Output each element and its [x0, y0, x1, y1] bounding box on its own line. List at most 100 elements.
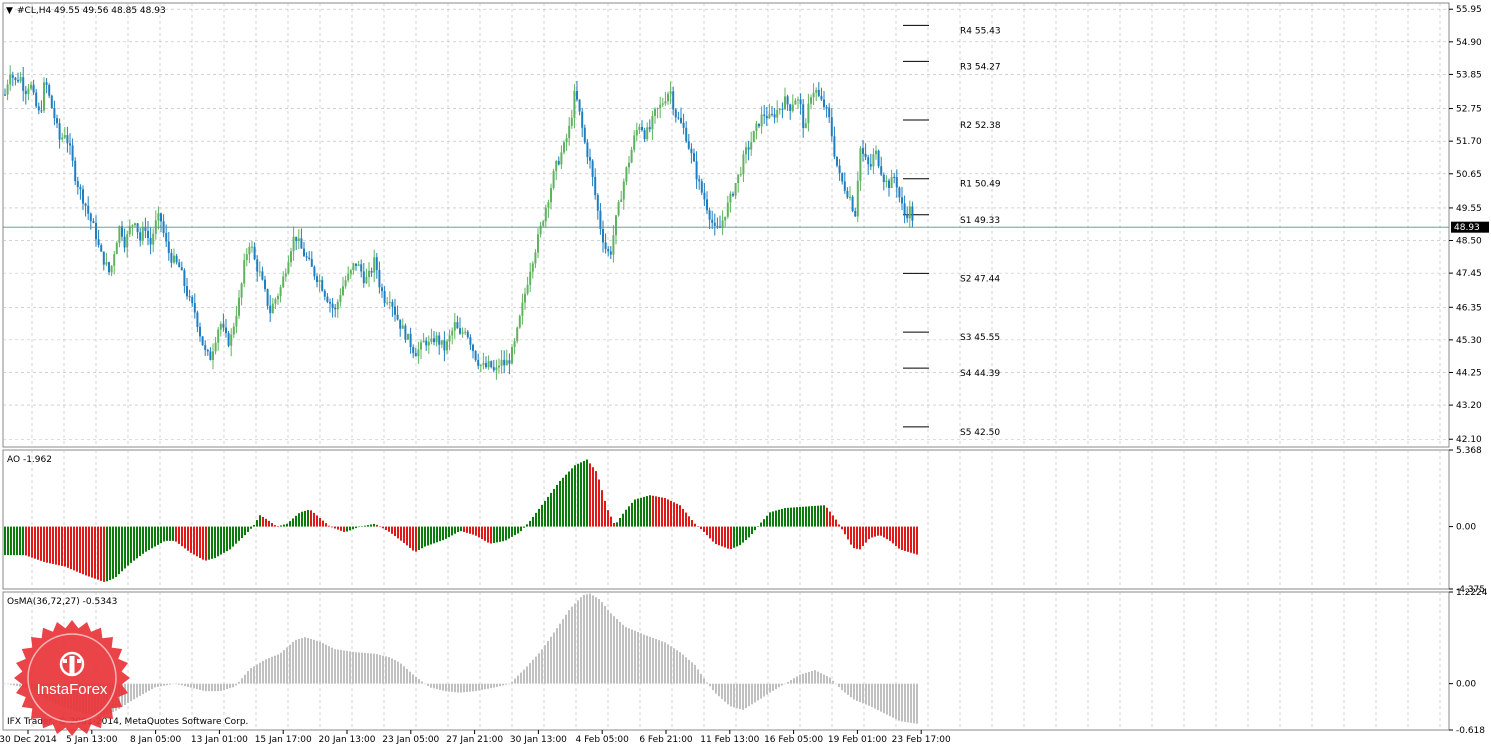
- osma-bar: [403, 666, 405, 684]
- candle-body: [716, 225, 719, 227]
- osma-bar: [745, 683, 747, 709]
- osma-bar: [733, 683, 735, 708]
- osma-bar: [478, 683, 480, 691]
- osma-bar: [736, 683, 738, 709]
- ao-panel: [2, 449, 1450, 590]
- candle-body: [760, 114, 763, 127]
- candle-body: [165, 232, 168, 242]
- candle-body: [505, 360, 508, 366]
- candle-body: [248, 246, 251, 255]
- osma-bar: [415, 676, 417, 684]
- pivot-levels: R4 55.43 R3 54.27 R2 52.38 R1 50.49 S1 49.33…: [903, 24, 1001, 438]
- osma-bar: [154, 683, 156, 688]
- ao-bar: [61, 526, 63, 566]
- candle-body: [781, 108, 784, 110]
- osma-bar: [769, 683, 771, 693]
- ao-bar: [850, 526, 852, 545]
- candle-body: [680, 117, 682, 123]
- candle-body: [290, 251, 292, 263]
- ao-bar: [574, 465, 576, 527]
- candle-body: [578, 99, 581, 112]
- candle-body: [425, 340, 428, 346]
- ao-bar: [733, 526, 735, 548]
- ao-bar: [202, 526, 204, 560]
- osma-bar: [568, 610, 570, 684]
- ao-bar: [436, 526, 438, 543]
- osma-bar: [778, 683, 780, 688]
- x-tick-label: 16 Feb 05:00: [764, 735, 823, 745]
- ao-bar: [124, 526, 126, 569]
- candle-body: [370, 270, 373, 273]
- osma-bar: [334, 649, 336, 684]
- ao-bar: [853, 526, 855, 549]
- ao-bar: [799, 506, 801, 527]
- ao-bar: [73, 526, 75, 571]
- ao-bar: [400, 526, 402, 541]
- x-tick-label: 13 Jan 01:00: [191, 735, 248, 745]
- x-tick-label: 30 Jan 13:00: [510, 735, 567, 745]
- ao-bar: [466, 526, 468, 533]
- candle-body: [651, 115, 654, 130]
- ao-bar: [310, 510, 312, 527]
- candle-body: [464, 331, 467, 333]
- candle-body: [336, 301, 339, 310]
- osma-bar: [862, 683, 864, 704]
- instaforex-logo-icon: [59, 651, 85, 677]
- candle-body: [531, 263, 534, 272]
- candle-body: [854, 211, 857, 217]
- ao-bar: [682, 508, 684, 527]
- osma-bar: [163, 683, 165, 686]
- ao-bar: [892, 526, 894, 544]
- ao-bar: [673, 502, 675, 527]
- osma-bar: [247, 671, 249, 684]
- osma-bar: [487, 683, 489, 689]
- ao-bar: [109, 526, 111, 581]
- candle-body: [240, 283, 243, 298]
- osma-bar: [220, 683, 222, 691]
- candle-body: [329, 301, 331, 304]
- ao-bar: [148, 526, 150, 550]
- pivot-label: R3 54.27: [960, 62, 1001, 72]
- osma-bar: [253, 666, 255, 684]
- ao-bar: [433, 526, 435, 544]
- ao-bar: [199, 526, 201, 558]
- ao-bar: [586, 459, 588, 527]
- ao-bar: [391, 526, 393, 534]
- osma-bar: [484, 683, 486, 690]
- ao-bar: [85, 526, 87, 576]
- ao-title: AO -1.962: [7, 455, 52, 465]
- ao-bar: [130, 526, 132, 563]
- ao-bar: [364, 525, 366, 527]
- y-tick-label: 49.55: [1456, 204, 1482, 214]
- osma-bar: [886, 683, 888, 715]
- candle-body: [69, 143, 71, 146]
- ao-bar: [775, 510, 777, 527]
- candle-body: [477, 360, 480, 366]
- ao-bar: [34, 526, 36, 559]
- osma-bar: [298, 638, 300, 684]
- candle-body: [890, 176, 893, 189]
- candle-body: [173, 255, 175, 263]
- osma-bar: [763, 683, 765, 697]
- candle-body: [685, 127, 688, 142]
- candle-body: [693, 153, 695, 162]
- osma-bar: [853, 683, 855, 700]
- osma-bar: [760, 683, 762, 699]
- osma-bar: [682, 654, 684, 684]
- candle-body: [82, 189, 84, 204]
- osma-bar: [406, 668, 408, 684]
- ao-bar: [10, 526, 12, 556]
- ao-bar: [772, 511, 774, 527]
- osma-bar: [649, 636, 651, 684]
- ao-bar: [91, 526, 93, 578]
- ao-bar: [430, 526, 432, 545]
- ao-bar: [652, 495, 654, 527]
- grid: [3, 3, 1449, 730]
- ao-bar: [616, 522, 618, 527]
- osma-bar: [178, 683, 180, 685]
- candle-body: [737, 174, 740, 184]
- osma-bar: [811, 671, 813, 684]
- candle-body: [118, 226, 121, 243]
- ao-bar: [808, 506, 810, 527]
- ao-bar: [505, 526, 507, 541]
